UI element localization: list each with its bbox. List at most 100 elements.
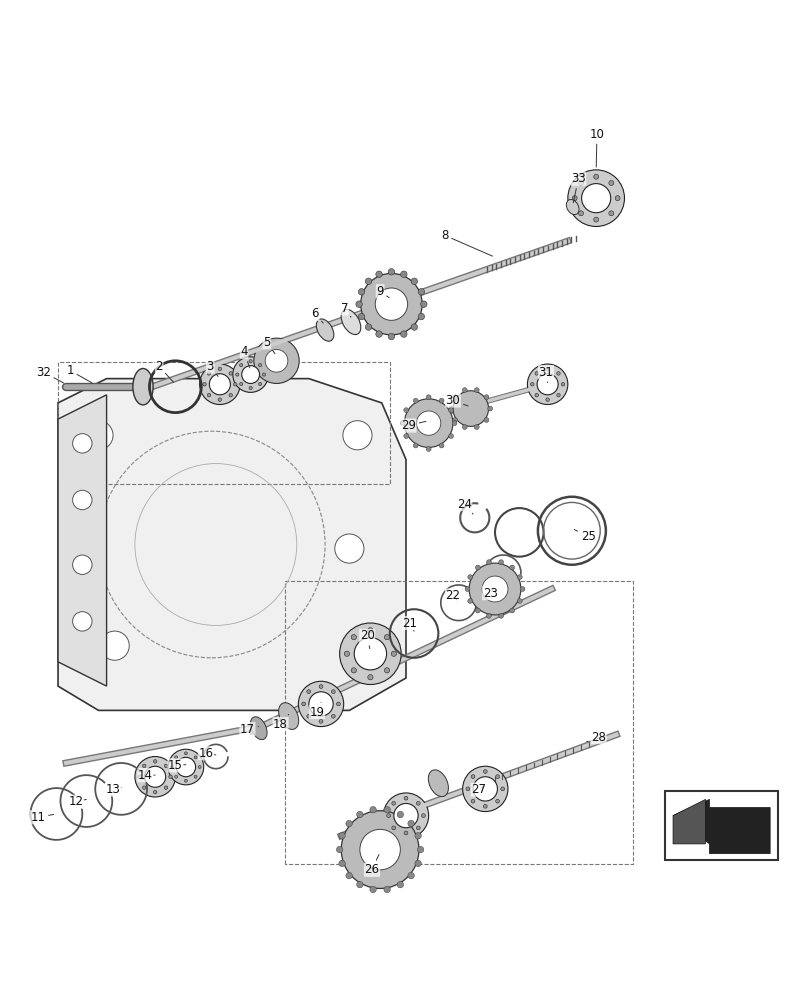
Circle shape (307, 690, 311, 694)
Circle shape (486, 613, 491, 618)
Circle shape (452, 395, 457, 400)
Circle shape (331, 714, 335, 718)
Circle shape (526, 364, 567, 405)
Circle shape (345, 872, 352, 879)
Circle shape (350, 668, 356, 673)
Circle shape (473, 777, 497, 801)
Text: 16: 16 (199, 747, 216, 760)
Circle shape (482, 576, 508, 602)
Circle shape (388, 269, 394, 275)
Circle shape (560, 383, 564, 386)
Circle shape (218, 398, 221, 401)
Circle shape (174, 756, 178, 759)
Circle shape (265, 349, 287, 372)
Circle shape (153, 760, 157, 763)
Circle shape (536, 374, 557, 395)
Circle shape (242, 366, 260, 383)
Circle shape (466, 787, 470, 791)
Text: 1: 1 (67, 364, 92, 383)
Circle shape (413, 443, 418, 448)
Circle shape (342, 647, 371, 676)
Circle shape (475, 608, 479, 613)
Circle shape (418, 289, 424, 295)
Circle shape (319, 685, 323, 688)
Text: 21: 21 (402, 617, 417, 631)
Circle shape (334, 534, 363, 563)
Circle shape (254, 338, 298, 383)
Circle shape (509, 608, 514, 613)
Circle shape (358, 313, 364, 320)
Circle shape (375, 271, 382, 278)
Circle shape (360, 273, 422, 335)
Circle shape (403, 434, 408, 438)
Circle shape (448, 408, 453, 413)
Circle shape (421, 814, 425, 817)
Circle shape (336, 846, 342, 853)
Circle shape (338, 833, 345, 839)
Circle shape (169, 775, 172, 779)
Circle shape (475, 565, 479, 570)
Circle shape (404, 831, 407, 835)
Circle shape (194, 775, 197, 778)
Circle shape (498, 560, 503, 565)
Circle shape (413, 398, 418, 403)
Text: 8: 8 (440, 229, 491, 256)
Circle shape (470, 775, 474, 778)
Circle shape (135, 757, 175, 797)
Circle shape (608, 181, 613, 185)
Text: 27: 27 (470, 783, 486, 796)
Text: 14: 14 (138, 769, 155, 782)
Text: 20: 20 (359, 629, 374, 649)
Circle shape (235, 373, 238, 376)
Circle shape (400, 271, 406, 278)
Circle shape (486, 560, 491, 565)
Ellipse shape (278, 703, 298, 729)
Circle shape (367, 628, 372, 633)
Text: 23: 23 (482, 587, 497, 600)
Ellipse shape (341, 309, 360, 335)
Circle shape (465, 587, 470, 591)
Circle shape (416, 826, 419, 830)
Circle shape (336, 702, 340, 706)
Text: 19: 19 (309, 702, 324, 719)
Circle shape (170, 766, 174, 768)
Text: 22: 22 (445, 589, 460, 602)
Circle shape (100, 631, 129, 660)
Circle shape (358, 289, 364, 295)
Circle shape (200, 364, 240, 405)
Circle shape (426, 395, 431, 400)
Circle shape (517, 599, 521, 603)
Ellipse shape (565, 200, 578, 215)
Text: 13: 13 (105, 783, 121, 796)
Circle shape (258, 382, 261, 386)
Circle shape (483, 770, 487, 773)
Circle shape (392, 801, 395, 805)
Circle shape (198, 766, 201, 768)
Circle shape (448, 434, 453, 438)
Circle shape (369, 886, 375, 893)
Circle shape (249, 386, 252, 390)
Circle shape (452, 421, 457, 426)
Circle shape (608, 211, 613, 216)
Circle shape (498, 613, 503, 618)
Circle shape (545, 367, 549, 371)
Circle shape (194, 756, 197, 759)
Circle shape (487, 406, 492, 411)
Text: 5: 5 (263, 336, 275, 354)
Circle shape (345, 820, 352, 827)
Circle shape (375, 288, 407, 320)
Circle shape (418, 313, 424, 320)
Circle shape (229, 372, 232, 375)
Circle shape (367, 675, 372, 680)
Circle shape (397, 811, 403, 818)
Circle shape (534, 393, 538, 397)
Circle shape (184, 752, 187, 755)
Circle shape (342, 421, 371, 450)
Circle shape (239, 364, 242, 367)
Circle shape (461, 425, 466, 429)
Circle shape (416, 411, 440, 435)
Circle shape (453, 391, 488, 426)
Circle shape (209, 374, 230, 395)
Circle shape (233, 357, 268, 392)
Circle shape (407, 820, 414, 827)
